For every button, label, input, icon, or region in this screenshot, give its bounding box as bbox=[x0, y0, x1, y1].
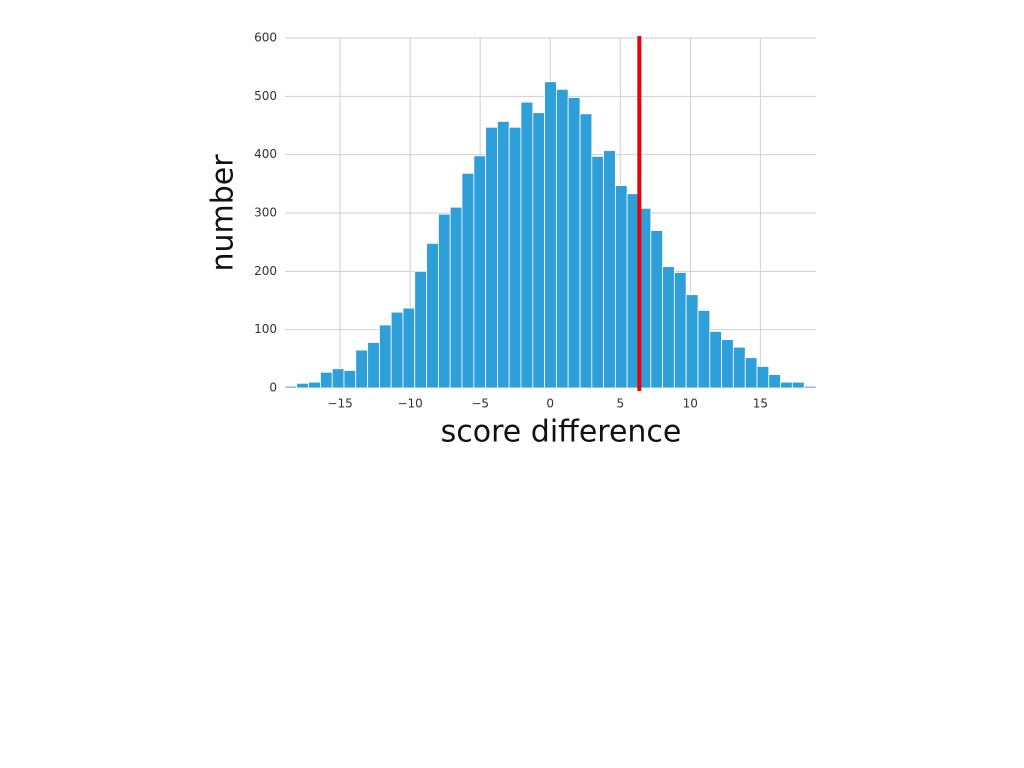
bar bbox=[367, 342, 380, 389]
bar bbox=[390, 311, 404, 389]
x-tick-label: 5 bbox=[616, 397, 624, 411]
y-tick-label: 0 bbox=[269, 381, 277, 395]
bar bbox=[650, 230, 663, 389]
bar bbox=[709, 331, 722, 389]
bar bbox=[744, 357, 758, 389]
y-axis-label: number bbox=[206, 154, 241, 272]
bar bbox=[414, 270, 428, 389]
bar bbox=[673, 272, 687, 389]
x-axis-label: score difference bbox=[441, 415, 682, 450]
y-tick-label: 600 bbox=[254, 31, 277, 45]
x-tick-label: 15 bbox=[753, 397, 768, 411]
bar bbox=[331, 368, 345, 389]
x-tick-label: −5 bbox=[471, 397, 489, 411]
bar bbox=[379, 324, 392, 389]
bar bbox=[438, 213, 451, 389]
bar bbox=[426, 242, 439, 389]
bar bbox=[284, 385, 298, 389]
bar bbox=[402, 307, 416, 389]
bar bbox=[555, 88, 569, 389]
bar bbox=[685, 294, 699, 389]
x-tick-label: −15 bbox=[327, 397, 352, 411]
bar bbox=[579, 113, 593, 389]
bar bbox=[721, 339, 734, 389]
bar bbox=[803, 385, 817, 389]
bar bbox=[532, 112, 546, 389]
bar bbox=[614, 185, 628, 389]
x-tick-label: 0 bbox=[546, 397, 554, 411]
bar bbox=[520, 101, 534, 389]
bar bbox=[544, 81, 557, 389]
y-tick-label: 100 bbox=[254, 322, 277, 336]
bar bbox=[308, 381, 321, 389]
x-tick-label: 10 bbox=[683, 397, 698, 411]
y-tick-label: 300 bbox=[254, 206, 277, 220]
bar bbox=[768, 374, 781, 389]
bar bbox=[508, 126, 522, 389]
bar bbox=[732, 346, 746, 389]
bar bbox=[473, 155, 487, 389]
bar bbox=[567, 97, 581, 389]
bar bbox=[461, 172, 475, 389]
bar bbox=[791, 381, 805, 389]
y-tick-label: 500 bbox=[254, 89, 277, 103]
bar bbox=[626, 193, 640, 389]
bar bbox=[662, 266, 675, 389]
bar bbox=[343, 370, 357, 389]
bar bbox=[485, 126, 498, 389]
bar bbox=[756, 366, 770, 389]
x-tick-label: −10 bbox=[397, 397, 422, 411]
bar bbox=[320, 371, 333, 389]
bar bbox=[355, 349, 369, 389]
bar bbox=[591, 156, 604, 389]
y-tick-label: 200 bbox=[254, 264, 277, 278]
bar bbox=[496, 121, 510, 389]
bar bbox=[449, 206, 463, 389]
bar bbox=[697, 310, 711, 389]
bar bbox=[603, 150, 616, 389]
y-tick-label: 400 bbox=[254, 147, 277, 161]
bar bbox=[780, 381, 793, 389]
bar bbox=[296, 382, 309, 389]
